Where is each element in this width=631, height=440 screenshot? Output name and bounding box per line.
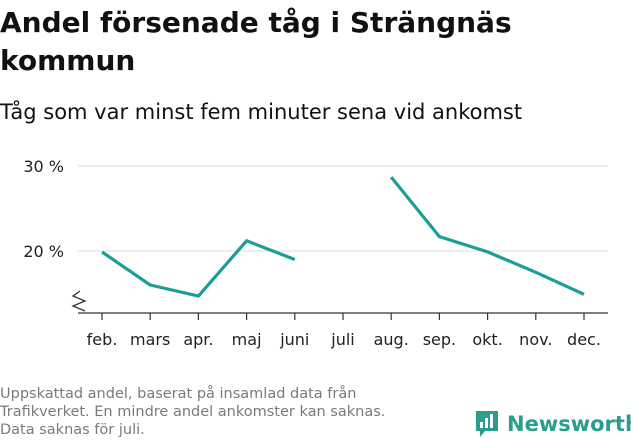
x-tick-label-4: juni (279, 330, 309, 349)
footnote-line-1: Uppskattad andel, baserat på insamlad da… (0, 386, 357, 402)
y-tick-label-20: 20 % (23, 242, 64, 261)
chart-subtitle: Tåg som var minst fem minuter sena vid a… (0, 100, 523, 124)
footnote-line-3: Data saknas för juli. (0, 422, 145, 438)
series-line-segment-0 (101, 239, 296, 298)
x-tick-label-1: mars (130, 330, 170, 349)
x-tick-label-7: sep. (423, 330, 456, 349)
x-tick-label-8: okt. (472, 330, 502, 349)
x-tick-label-3: maj (232, 330, 262, 349)
newsworthy-logo: Newsworthy (474, 408, 631, 440)
series-line-segment-1 (389, 176, 585, 296)
x-tick-label-9: nov. (519, 330, 552, 349)
x-tick-label-10: dec. (567, 330, 601, 349)
y-tick-label-30: 30 % (23, 157, 64, 176)
title-line-1: Andel försenade tåg i Strängnäs (0, 6, 512, 39)
brand-name: Newsworthy (507, 412, 631, 436)
x-tick-label-2: apr. (183, 330, 213, 349)
x-tick-label-0: feb. (87, 330, 118, 349)
x-tick-label-6: aug. (374, 330, 409, 349)
footnote-line-2: Trafikverket. En mindre andel ankomster … (0, 404, 386, 420)
line-chart: 20 % 30 % feb. mars apr. maj juni juli aug. sep. o… (23, 157, 608, 349)
footnote: Uppskattad andel, baserat på insamlad da… (0, 385, 430, 439)
title-line-2: kommun (0, 44, 136, 77)
axis-break-icon (71, 290, 87, 312)
x-tick-label-5: juli (330, 330, 354, 349)
newsworthy-logo-icon (476, 411, 498, 437)
chart-title: Andel försenade tåg i Strängnäs kommun (0, 4, 620, 80)
